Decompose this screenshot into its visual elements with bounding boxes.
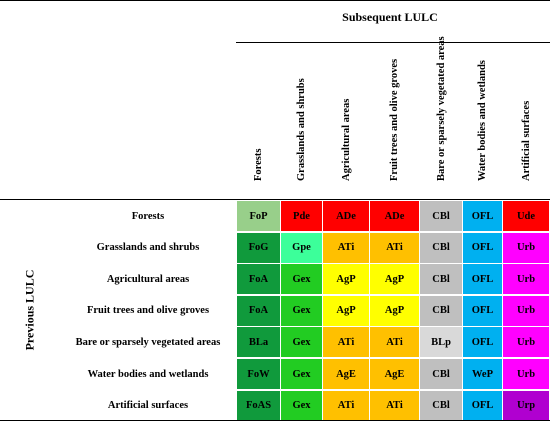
table-cell: Gex xyxy=(281,264,322,295)
table-cell: FoA xyxy=(237,264,280,295)
table-cell: AgP xyxy=(370,264,419,295)
table-cell: BLp xyxy=(420,327,462,358)
table-cell: Urb xyxy=(503,295,549,326)
column-header: Artificial surfaces xyxy=(503,48,550,198)
table-cell: CBl xyxy=(420,390,462,421)
column-header: Fruit trees and olive groves xyxy=(370,48,420,198)
table-cell: AgE xyxy=(370,359,419,389)
table-cell: ATi xyxy=(323,390,369,421)
column-header-label: Artificial surfaces xyxy=(520,100,532,181)
column-header-label: Water bodies and wetlands xyxy=(477,60,488,181)
table-cell: CBl xyxy=(420,295,462,326)
column-header: Forests xyxy=(237,48,281,198)
table-cell: Gex xyxy=(281,327,322,358)
column-header: Water bodies and wetlands xyxy=(463,48,503,198)
table-cell: Gpe xyxy=(281,232,322,263)
column-header-label: Grasslands and shrubs xyxy=(296,78,307,181)
column-header-label: Bare or sparsely vegetated areas xyxy=(435,36,447,181)
row-label: Agricultural areas xyxy=(106,273,190,285)
column-header: Grasslands and shrubs xyxy=(281,48,323,198)
table-cell: ADe xyxy=(323,201,369,231)
table-cell: FoG xyxy=(237,232,280,263)
table-cell: CBl xyxy=(420,201,462,231)
table-cell: ATi xyxy=(370,232,419,263)
row-label: Water bodies and wetlands xyxy=(87,368,209,380)
table-cell: AgP xyxy=(370,295,419,326)
column-header: Bare or sparsely vegetated areas xyxy=(420,36,463,198)
table-cell: AgE xyxy=(323,359,369,389)
table-cell: OFL xyxy=(463,295,502,326)
row-label: Grasslands and shrubs xyxy=(96,242,200,254)
table-cell: ADe xyxy=(370,201,419,231)
table-cell: ATi xyxy=(370,327,419,358)
table-cell: FoP xyxy=(237,201,280,231)
previous-lulc-text: Previous LULC xyxy=(22,269,37,351)
table-cell: OFL xyxy=(463,232,502,263)
table-cell: AgP xyxy=(323,295,369,326)
previous-lulc-label: Previous LULC xyxy=(0,200,60,420)
table-cell: Urb xyxy=(503,359,549,389)
table-cell: Urp xyxy=(503,390,549,421)
table-cell: Gex xyxy=(281,359,322,389)
table-cell: FoA xyxy=(237,295,280,326)
table-cell: CBl xyxy=(420,359,462,389)
column-header-label: Forests xyxy=(253,148,264,181)
table-cell: OFL xyxy=(463,327,502,358)
table-cell: AgP xyxy=(323,264,369,295)
table-cell: CBl xyxy=(420,264,462,295)
row-label: Fruit trees and olive groves xyxy=(86,305,210,317)
table-cell: ATi xyxy=(370,390,419,421)
table-cell: Pde xyxy=(281,201,322,231)
table-cell: Ude xyxy=(503,201,549,231)
column-header-label: Agricultural areas xyxy=(340,98,352,181)
table-cell: ATi xyxy=(323,327,369,358)
table-cell: OFL xyxy=(463,390,502,421)
column-header-label: Fruit trees and olive groves xyxy=(389,58,400,181)
top-rule xyxy=(0,0,550,1)
table-cell: Gex xyxy=(281,295,322,326)
table-cell: CBl xyxy=(420,232,462,263)
table-cell: BLa xyxy=(237,327,280,358)
bottom-rule xyxy=(0,420,550,421)
table-cell: Gex xyxy=(281,390,322,421)
table-cell: Urb xyxy=(503,327,549,358)
row-label: Bare or sparsely vegetated areas xyxy=(75,336,221,348)
table-cell: OFL xyxy=(463,264,502,295)
row-label: Artificial surfaces xyxy=(107,400,189,412)
header-bottom-rule xyxy=(0,199,550,200)
table-cell: WeP xyxy=(463,359,502,389)
table-cell: FoAS xyxy=(237,390,280,421)
table-cell: Urb xyxy=(503,232,549,263)
column-header: Agricultural areas xyxy=(323,48,370,198)
subsequent-lulc-header: Subsequent LULC xyxy=(342,10,438,24)
table-cell: Urb xyxy=(503,264,549,295)
table-cell: FoW xyxy=(237,359,280,389)
table-cell: OFL xyxy=(463,201,502,231)
subsequent-header-rule xyxy=(236,42,550,43)
row-label: Forests xyxy=(131,210,165,222)
table-cell: ATi xyxy=(323,232,369,263)
